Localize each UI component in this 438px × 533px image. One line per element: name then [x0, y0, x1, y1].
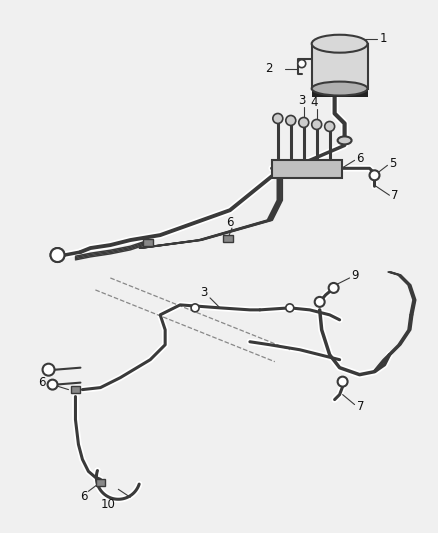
Circle shape	[42, 364, 54, 376]
Circle shape	[314, 297, 325, 307]
Circle shape	[325, 122, 335, 132]
Circle shape	[50, 248, 64, 262]
Circle shape	[370, 171, 379, 180]
Circle shape	[273, 114, 283, 124]
Text: 6: 6	[357, 152, 364, 165]
Text: 10: 10	[100, 498, 115, 511]
Text: 6: 6	[81, 490, 88, 503]
Text: 3: 3	[200, 286, 208, 300]
Bar	[272, 160, 342, 178]
Text: 3: 3	[298, 94, 305, 107]
Circle shape	[298, 60, 306, 68]
Text: 6: 6	[226, 216, 233, 229]
Circle shape	[191, 304, 199, 312]
Text: 2: 2	[265, 62, 272, 75]
FancyBboxPatch shape	[71, 386, 80, 393]
Circle shape	[50, 248, 64, 262]
Circle shape	[48, 379, 57, 390]
FancyBboxPatch shape	[143, 239, 153, 246]
Circle shape	[299, 117, 309, 127]
FancyBboxPatch shape	[223, 235, 233, 241]
Text: 1: 1	[379, 32, 387, 45]
Text: 9: 9	[352, 270, 359, 282]
Ellipse shape	[338, 136, 352, 144]
FancyBboxPatch shape	[96, 479, 105, 486]
Text: 7: 7	[357, 400, 364, 413]
Ellipse shape	[312, 35, 367, 53]
Circle shape	[286, 116, 296, 125]
Text: 7: 7	[392, 189, 399, 201]
Circle shape	[338, 377, 348, 386]
Text: 4: 4	[311, 96, 318, 109]
Circle shape	[328, 283, 339, 293]
Circle shape	[312, 119, 321, 130]
Ellipse shape	[312, 82, 367, 95]
Text: 5: 5	[389, 157, 397, 170]
Bar	[312, 44, 367, 88]
Text: 6: 6	[39, 376, 46, 389]
Circle shape	[286, 304, 294, 312]
Bar	[312, 86, 367, 96]
